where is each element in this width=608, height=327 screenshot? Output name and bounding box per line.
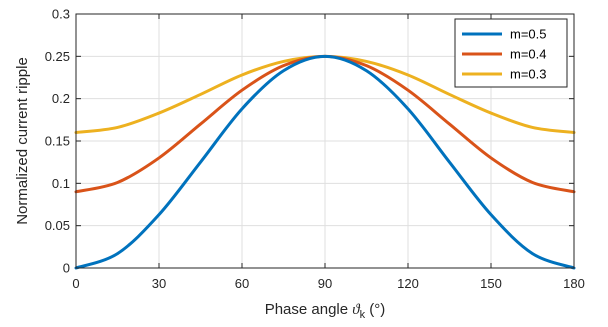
series-line-m=0.5 — [74, 54, 576, 270]
legend: m=0.5 m=0.4 m=0.3 — [454, 18, 568, 88]
x-tick-label: 120 — [397, 276, 419, 291]
y-tick-label: 0.15 — [45, 134, 70, 149]
y-tick-label: 0.05 — [45, 218, 70, 233]
x-tick-label: 60 — [235, 276, 249, 291]
x-tick-label: 180 — [563, 276, 585, 291]
legend-label: m=0.3 — [510, 67, 547, 82]
legend-label: m=0.4 — [510, 47, 547, 62]
x-tick-label: 150 — [480, 276, 502, 291]
y-tick-label: 0.1 — [52, 176, 70, 191]
x-tick-label: 90 — [318, 276, 332, 291]
x-tick-labels: 0 30 60 90 120 150 180 — [72, 276, 584, 291]
y-tick-labels: 0 0.05 0.1 0.15 0.2 0.25 0.3 — [45, 7, 70, 276]
axis-ticks — [75, 13, 575, 269]
y-axis-label: Normalized current ripple — [14, 57, 31, 225]
x-tick-label: 0 — [72, 276, 79, 291]
y-tick-label: 0 — [63, 261, 70, 276]
series-lines — [74, 54, 576, 270]
y-tick-label: 0.3 — [52, 7, 70, 22]
y-tick-label: 0.2 — [52, 91, 70, 106]
x-tick-label: 30 — [152, 276, 166, 291]
x-axis-label: Phase angle ϑk (°) — [265, 301, 386, 321]
legend-label: m=0.5 — [510, 27, 547, 42]
y-tick-label: 0.25 — [45, 49, 70, 64]
